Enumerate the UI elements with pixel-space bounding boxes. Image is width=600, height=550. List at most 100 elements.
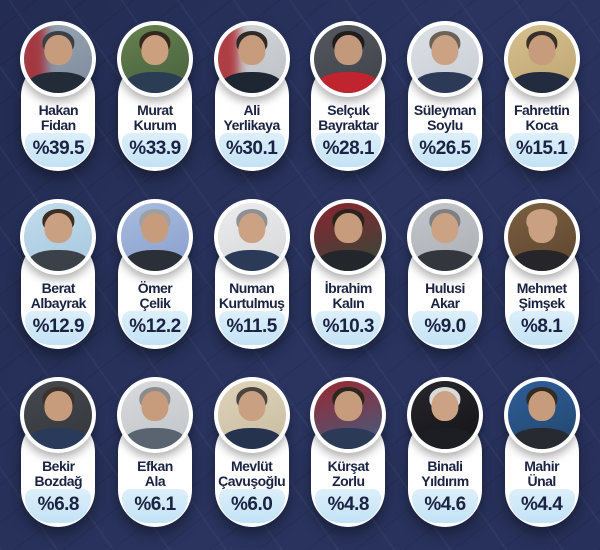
face-silhouette — [334, 213, 362, 244]
person-name: Mahir Ünal — [505, 459, 579, 489]
percent-value: %6.8 — [37, 493, 80, 515]
person-first-name: Fahrettin — [513, 102, 570, 118]
poll-card: Bekir Bozdağ %6.8 — [20, 377, 97, 527]
percent-chip: %12.2 — [121, 311, 188, 345]
poll-card: Efkan Ala %6.1 — [116, 377, 193, 527]
percent-value: %26.5 — [419, 137, 471, 159]
person-last-name: Ünal — [527, 473, 556, 489]
poll-card: Fahrettin Koca %15.1 — [503, 21, 580, 171]
suit-silhouette — [123, 71, 187, 93]
percent-chip: %28.1 — [315, 133, 382, 167]
avatar — [217, 381, 286, 449]
person-last-name: Soylu — [427, 117, 463, 133]
percent-chip: %4.4 — [508, 489, 575, 523]
person-first-name: Murat — [137, 102, 173, 118]
person-name: Süleyman Soylu — [408, 103, 482, 133]
suit-silhouette — [123, 249, 187, 271]
person-name: Ali Yerlikaya — [215, 103, 289, 133]
percent-value: %30.1 — [225, 137, 278, 159]
suit-silhouette — [413, 427, 477, 449]
person-last-name: Yerlikaya — [223, 117, 281, 133]
person-photo — [503, 377, 580, 453]
person-name: Mehmet Şimşek — [505, 281, 579, 311]
poll-card: Ömer Çelik %12.2 — [116, 199, 193, 349]
person-name: Ömer Çelik — [118, 281, 192, 311]
avatar — [217, 203, 286, 271]
person-first-name: Hulusi — [425, 280, 465, 296]
poll-card: İbrahim Kalın %10.3 — [310, 199, 387, 349]
avatar — [120, 25, 189, 93]
person-last-name: Albayrak — [30, 295, 87, 311]
person-last-name: Fidan — [40, 117, 76, 133]
percent-chip: %6.0 — [218, 489, 285, 523]
poll-card: Süleyman Soylu %26.5 — [406, 21, 483, 171]
poll-card: Selçuk Bayraktar %28.1 — [310, 21, 387, 171]
percent-value: %6.1 — [134, 493, 176, 515]
poll-card: Murat Kurum %33.9 — [116, 21, 193, 171]
person-photo — [310, 377, 387, 453]
face-silhouette — [238, 213, 266, 244]
avatar — [507, 381, 576, 449]
person-first-name: Süleyman — [413, 102, 477, 118]
person-photo — [213, 377, 290, 453]
percent-chip: %26.5 — [411, 133, 478, 167]
percent-chip: %15.1 — [508, 133, 575, 167]
person-photo — [213, 21, 290, 97]
person-last-name: Çelik — [139, 295, 171, 311]
percent-chip: %10.3 — [315, 311, 382, 345]
person-photo — [310, 199, 387, 275]
person-last-name: Kurtulmuş — [218, 295, 285, 311]
percent-chip: %33.9 — [121, 133, 188, 167]
person-last-name: Şimşek — [518, 295, 566, 311]
percent-chip: %11.5 — [218, 311, 285, 345]
suit-silhouette — [27, 427, 90, 449]
person-last-name: Kalın — [332, 295, 365, 311]
percent-value: %4.6 — [424, 493, 466, 515]
person-name: Kürşat Zorlu — [311, 459, 385, 489]
avatar — [314, 203, 383, 271]
poll-card: Binali Yıldırım %4.6 — [406, 377, 483, 527]
percent-chip: %4.8 — [315, 489, 382, 523]
poll-card: Numan Kurtulmuş %11.5 — [213, 199, 290, 349]
suit-silhouette — [510, 427, 573, 449]
poll-card: Hakan Fidan %39.5 — [20, 21, 97, 171]
poll-grid: Hakan Fidan %39.5 Murat Kurum %33.9 — [20, 21, 580, 527]
person-first-name: Ali — [243, 102, 260, 118]
person-photo — [116, 377, 193, 453]
person-photo — [20, 21, 97, 97]
percent-value: %10.3 — [322, 315, 375, 337]
person-first-name: Efkan — [137, 458, 173, 474]
suit-silhouette — [123, 427, 187, 449]
face-silhouette — [528, 213, 556, 244]
avatar — [314, 25, 383, 93]
suit-silhouette — [27, 71, 90, 93]
person-first-name: Mehmet — [516, 280, 567, 296]
avatar — [314, 381, 383, 449]
person-photo — [406, 377, 483, 453]
suit-silhouette — [413, 71, 477, 93]
percent-value: %28.1 — [322, 137, 375, 159]
face-silhouette — [431, 391, 459, 422]
suit-silhouette — [220, 71, 283, 93]
avatar — [120, 203, 189, 271]
person-name: Berat Albayrak — [21, 281, 95, 311]
poll-card: Ali Yerlikaya %30.1 — [213, 21, 290, 171]
person-name: Bekir Bozdağ — [21, 459, 95, 489]
avatar — [24, 203, 93, 271]
percent-chip: %4.6 — [411, 489, 478, 523]
avatar — [410, 381, 479, 449]
percent-chip: %6.1 — [121, 489, 188, 523]
face-silhouette — [44, 213, 72, 244]
poll-card: Hulusi Akar %9.0 — [406, 199, 483, 349]
person-first-name: Ömer — [137, 280, 173, 296]
person-photo — [406, 199, 483, 275]
person-name: İbrahim Kalın — [311, 281, 385, 311]
face-silhouette — [44, 35, 72, 66]
person-last-name: Yıldırım — [421, 473, 469, 489]
percent-value: %11.5 — [226, 315, 277, 337]
person-first-name: Berat — [41, 280, 76, 296]
person-first-name: Hakan — [38, 102, 79, 118]
percent-chip: %39.5 — [25, 133, 92, 167]
suit-silhouette — [413, 249, 477, 271]
